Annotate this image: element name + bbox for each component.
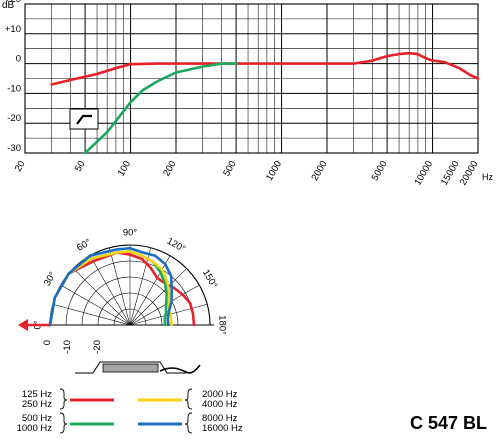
- polar-angle-label: 150°: [200, 268, 219, 291]
- polar-curves: [48, 246, 196, 327]
- legend-label: 4000 Hz: [202, 399, 238, 410]
- frequency-y-tick-label: -20: [7, 113, 21, 124]
- mic-cable: [159, 364, 201, 374]
- polar-pattern-chart: 0°30°60°90°120°150°180° 0-10-20: [18, 228, 227, 354]
- frequency-grid: [24, 3, 479, 154]
- polar-angle-label: 60°: [75, 237, 93, 254]
- mic-base-outline: [75, 361, 186, 374]
- polar-curve-7: [48, 246, 173, 327]
- polar-spoke: [109, 247, 131, 326]
- frequency-curve-1: [50, 51, 480, 86]
- polar-radial-label: 0: [42, 340, 53, 345]
- legend-brace: [59, 412, 68, 434]
- legend-brace: [184, 388, 193, 410]
- polar-spoke: [129, 284, 200, 326]
- highpass-filter-icon: [69, 108, 99, 130]
- polar-spoke: [129, 255, 171, 326]
- frequency-y-tick-label: -30: [7, 143, 21, 154]
- polar-angle-label: 90°: [123, 228, 138, 239]
- legend-brace: [59, 388, 68, 410]
- frequency-curve-2: [83, 62, 238, 155]
- polar-spoke: [73, 268, 131, 326]
- legend-label: 8000 Hz: [202, 413, 238, 424]
- polar-radial-labels: 0 -10 -20: [42, 340, 103, 354]
- polar-spoke: [52, 304, 131, 326]
- legend-brace: [184, 412, 193, 434]
- model-label: C 547 BL: [410, 413, 487, 433]
- filter-icon-symbol: [76, 114, 92, 125]
- frequency-y-tick-label: +20: [5, 0, 21, 5]
- polar-spoke: [129, 247, 151, 326]
- polar-angle-label: 180°: [216, 315, 227, 335]
- polar-radial-label: -20: [92, 340, 103, 354]
- frequency-y-ticks: +20 +10 0 -10 -20 -30: [5, 0, 21, 154]
- frequency-y-tick-label: -10: [7, 83, 21, 94]
- sound-incidence-arrow: [18, 319, 50, 331]
- polar-angle-label: 30°: [42, 270, 59, 288]
- microphone-outline-icon: [75, 361, 201, 374]
- legend-label: 16000 Hz: [202, 423, 243, 434]
- frequency-y-tick-label: 0: [16, 54, 21, 65]
- frequency-y-tick-label: +10: [5, 24, 21, 35]
- frequency-curves: [50, 51, 480, 155]
- legend-label: 125 Hz: [22, 389, 52, 400]
- legend-label: 1000 Hz: [17, 423, 53, 434]
- legend-label: 250 Hz: [22, 399, 52, 410]
- polar-angle-label: 120°: [165, 236, 188, 255]
- polar-grid: [46, 244, 214, 326]
- frequency-x-tick-label: 20: [13, 159, 28, 174]
- filter-icon-frame: [69, 108, 99, 130]
- polar-spoke: [89, 255, 131, 326]
- frequency-x-tick-label: 50: [73, 159, 88, 174]
- polar-spoke: [60, 284, 131, 326]
- frequency-y-axis-unit: dB: [2, 0, 15, 11]
- legend-label: 500 Hz: [22, 413, 52, 424]
- legend-label: 2000 Hz: [202, 389, 238, 400]
- polar-spoke: [129, 268, 187, 326]
- mic-capsule: [102, 363, 159, 373]
- frequency-x-axis-unit: Hz: [482, 172, 493, 182]
- arrow-head: [18, 319, 28, 331]
- polar-radial-label: -10: [62, 340, 73, 354]
- frequency-response-chart: +20+100-10-20-30 20501002005001000200050…: [0, 0, 502, 200]
